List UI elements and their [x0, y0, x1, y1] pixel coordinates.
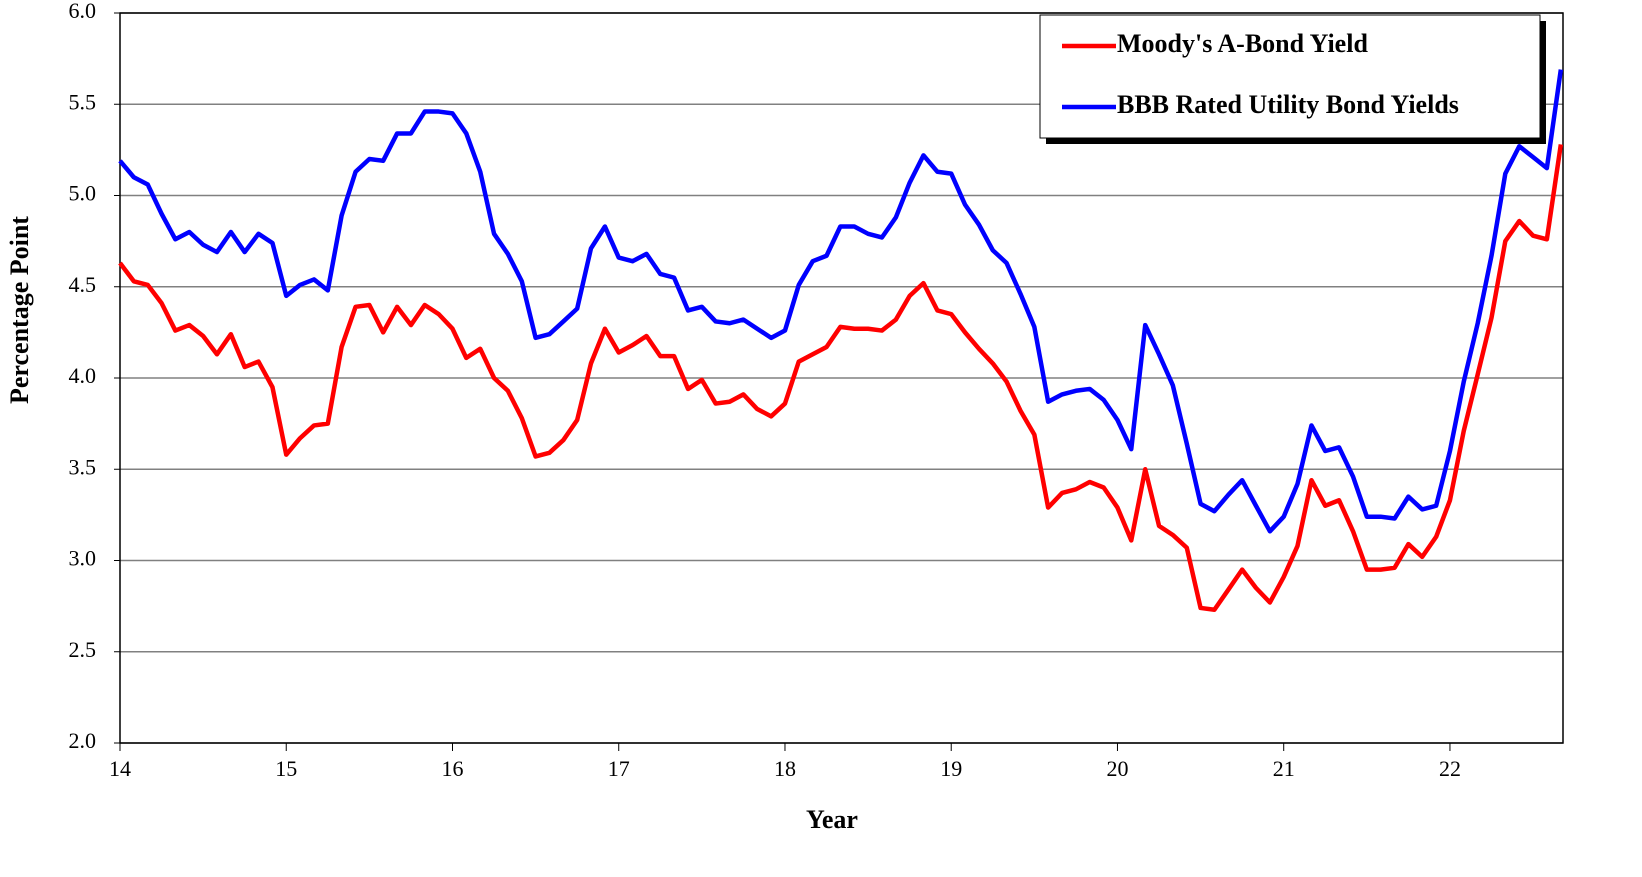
x-tick-label: 20: [1106, 756, 1128, 781]
y-tick-label: 2.0: [69, 728, 97, 753]
y-tick-label: 4.5: [69, 272, 97, 297]
x-tick-label: 17: [608, 756, 630, 781]
x-tick-label: 18: [774, 756, 796, 781]
y-tick-label: 3.5: [69, 454, 97, 479]
y-tick-label: 5.0: [69, 181, 97, 206]
y-tick-label: 5.5: [69, 89, 97, 114]
y-tick-label: 3.0: [69, 546, 97, 571]
y-tick-label: 4.0: [69, 363, 97, 388]
legend-label: Moody's A-Bond Yield: [1117, 29, 1368, 58]
x-axis-label: Year: [806, 805, 858, 834]
x-tick-label: 16: [441, 756, 463, 781]
legend-label: BBB Rated Utility Bond Yields: [1117, 90, 1459, 119]
x-tick-label: 21: [1273, 756, 1295, 781]
legend-box: [1039, 14, 1541, 139]
x-tick-label: 14: [109, 756, 131, 781]
y-tick-label: 2.5: [69, 637, 97, 662]
y-axis-label: Percentage Point: [5, 216, 34, 404]
x-tick-label: 22: [1439, 756, 1461, 781]
series-line: [118, 69, 1564, 534]
series-line: [118, 144, 1564, 613]
x-tick-label: 19: [940, 756, 962, 781]
y-tick-label: 6.0: [69, 0, 97, 23]
x-tick-label: 15: [275, 756, 297, 781]
